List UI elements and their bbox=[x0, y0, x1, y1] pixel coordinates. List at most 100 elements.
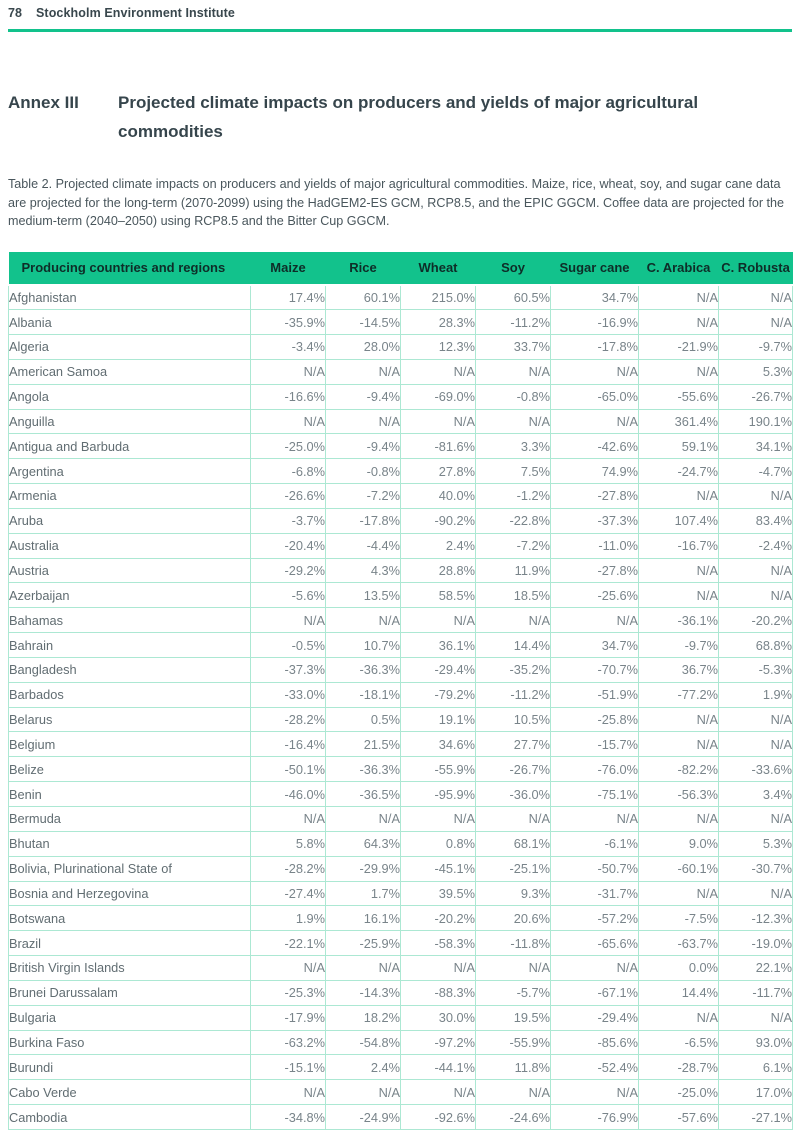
value-cell: -55.9% bbox=[475, 1029, 551, 1056]
value-cell: -27.8% bbox=[550, 483, 639, 509]
country-cell: Cambodia bbox=[8, 1104, 251, 1130]
value-cell: 2.4% bbox=[400, 532, 476, 559]
value-cell: -17.8% bbox=[550, 333, 639, 360]
value-cell: N/A bbox=[400, 607, 476, 634]
value-cell: -33.6% bbox=[718, 756, 793, 783]
country-cell: Belarus bbox=[8, 706, 251, 733]
value-cell: N/A bbox=[250, 358, 326, 385]
value-cell: N/A bbox=[718, 309, 793, 335]
value-cell: 28.3% bbox=[400, 309, 476, 335]
value-cell: N/A bbox=[475, 607, 551, 634]
value-cell: -25.8% bbox=[550, 706, 639, 733]
value-cell: -28.7% bbox=[638, 1054, 719, 1081]
value-cell: N/A bbox=[638, 880, 719, 907]
value-cell: -14.3% bbox=[325, 979, 401, 1006]
value-cell: 14.4% bbox=[475, 632, 551, 658]
value-cell: -28.2% bbox=[250, 855, 326, 882]
value-cell: 74.9% bbox=[550, 458, 639, 485]
value-cell: N/A bbox=[325, 1079, 401, 1106]
value-cell: -9.4% bbox=[325, 383, 401, 410]
value-cell: -6.1% bbox=[550, 830, 639, 857]
value-cell: 19.5% bbox=[475, 1004, 551, 1031]
table-row: Bangladesh -37.3% -36.3% -29.4% -35.2% -70.7%… bbox=[8, 656, 793, 683]
value-cell: -29.9% bbox=[325, 855, 401, 882]
country-cell: Algeria bbox=[8, 333, 251, 360]
value-cell: N/A bbox=[475, 408, 551, 435]
value-cell: -11.0% bbox=[550, 532, 639, 559]
value-cell: -14.5% bbox=[325, 309, 401, 335]
value-cell: 6.1% bbox=[718, 1054, 793, 1081]
value-cell: N/A bbox=[325, 955, 401, 981]
value-cell: N/A bbox=[550, 607, 639, 634]
value-cell: -79.2% bbox=[400, 681, 476, 708]
value-cell: -44.1% bbox=[400, 1054, 476, 1081]
value-cell: -42.6% bbox=[550, 433, 639, 460]
value-cell: N/A bbox=[400, 358, 476, 385]
value-cell: -45.1% bbox=[400, 855, 476, 882]
table-row: Anguilla N/A N/A N/A N/A N/A 361.4% 190.1% bbox=[8, 408, 793, 435]
table-row: Armenia -26.6% -7.2% 40.0% -1.2% -27.8% N/A N/A bbox=[8, 483, 793, 509]
value-cell: -27.8% bbox=[550, 557, 639, 584]
value-cell: -20.2% bbox=[718, 607, 793, 634]
value-cell: N/A bbox=[638, 309, 719, 335]
country-cell: Anguilla bbox=[8, 408, 251, 435]
value-cell: -57.6% bbox=[638, 1104, 719, 1130]
value-cell: 36.7% bbox=[638, 656, 719, 683]
value-cell: -0.8% bbox=[325, 458, 401, 485]
value-cell: N/A bbox=[550, 955, 639, 981]
value-cell: N/A bbox=[475, 806, 551, 832]
value-cell: -77.2% bbox=[638, 681, 719, 708]
value-cell: -31.7% bbox=[550, 880, 639, 907]
annex-label: Annex III bbox=[8, 93, 79, 112]
value-cell: N/A bbox=[718, 582, 793, 609]
country-cell: Australia bbox=[8, 532, 251, 559]
value-cell: N/A bbox=[475, 358, 551, 385]
page-number: 78 bbox=[8, 6, 23, 20]
value-cell: -60.1% bbox=[638, 855, 719, 882]
value-cell: N/A bbox=[718, 706, 793, 733]
table-row: Brazil -22.1% -25.9% -58.3% -11.8% -65.6% -63.… bbox=[8, 930, 793, 957]
value-cell: 9.0% bbox=[638, 830, 719, 857]
value-cell: -22.8% bbox=[475, 507, 551, 534]
value-cell: -5.3% bbox=[718, 656, 793, 683]
value-cell: 17.4% bbox=[250, 284, 326, 311]
value-cell: 68.8% bbox=[718, 632, 793, 658]
value-cell: -51.9% bbox=[550, 681, 639, 708]
column-header: Rice bbox=[325, 251, 401, 286]
column-header: Producing countries and regions bbox=[8, 251, 251, 286]
value-cell: N/A bbox=[718, 483, 793, 509]
value-cell: -33.0% bbox=[250, 681, 326, 708]
value-cell: 3.3% bbox=[475, 433, 551, 460]
value-cell: 34.7% bbox=[550, 284, 639, 311]
value-cell: 16.1% bbox=[325, 905, 401, 932]
value-cell: -16.4% bbox=[250, 731, 326, 758]
value-cell: -69.0% bbox=[400, 383, 476, 410]
value-cell: -7.2% bbox=[325, 483, 401, 509]
value-cell: 11.8% bbox=[475, 1054, 551, 1081]
value-cell: 20.6% bbox=[475, 905, 551, 932]
value-cell: -29.4% bbox=[550, 1004, 639, 1031]
country-cell: Brunei Darussalam bbox=[8, 979, 251, 1006]
value-cell: -37.3% bbox=[250, 656, 326, 683]
value-cell: -90.2% bbox=[400, 507, 476, 534]
value-cell: -24.6% bbox=[475, 1104, 551, 1130]
value-cell: -57.2% bbox=[550, 905, 639, 932]
value-cell: -24.9% bbox=[325, 1104, 401, 1130]
value-cell: N/A bbox=[400, 806, 476, 832]
value-cell: -25.6% bbox=[550, 582, 639, 609]
value-cell: N/A bbox=[475, 955, 551, 981]
value-cell: N/A bbox=[638, 483, 719, 509]
table-row: Belgium -16.4% 21.5% 34.6% 27.7% -15.7% N/A N/A bbox=[8, 731, 793, 758]
table-row: Bulgaria -17.9% 18.2% 30.0% 19.5% -29.4% N/A N/… bbox=[8, 1004, 793, 1031]
value-cell: 5.3% bbox=[718, 358, 793, 385]
value-cell: N/A bbox=[638, 1004, 719, 1031]
table-row: Cambodia -34.8% -24.9% -92.6% -24.6% -76.9% -5… bbox=[8, 1104, 793, 1130]
value-cell: N/A bbox=[638, 284, 719, 311]
value-cell: 3.4% bbox=[718, 781, 793, 807]
country-cell: Armenia bbox=[8, 483, 251, 509]
value-cell: -11.2% bbox=[475, 681, 551, 708]
table-row: Albania -35.9% -14.5% 28.3% -11.2% -16.9% N/A N… bbox=[8, 309, 793, 335]
country-cell: British Virgin Islands bbox=[8, 955, 251, 981]
value-cell: -1.2% bbox=[475, 483, 551, 509]
value-cell: -76.0% bbox=[550, 756, 639, 783]
